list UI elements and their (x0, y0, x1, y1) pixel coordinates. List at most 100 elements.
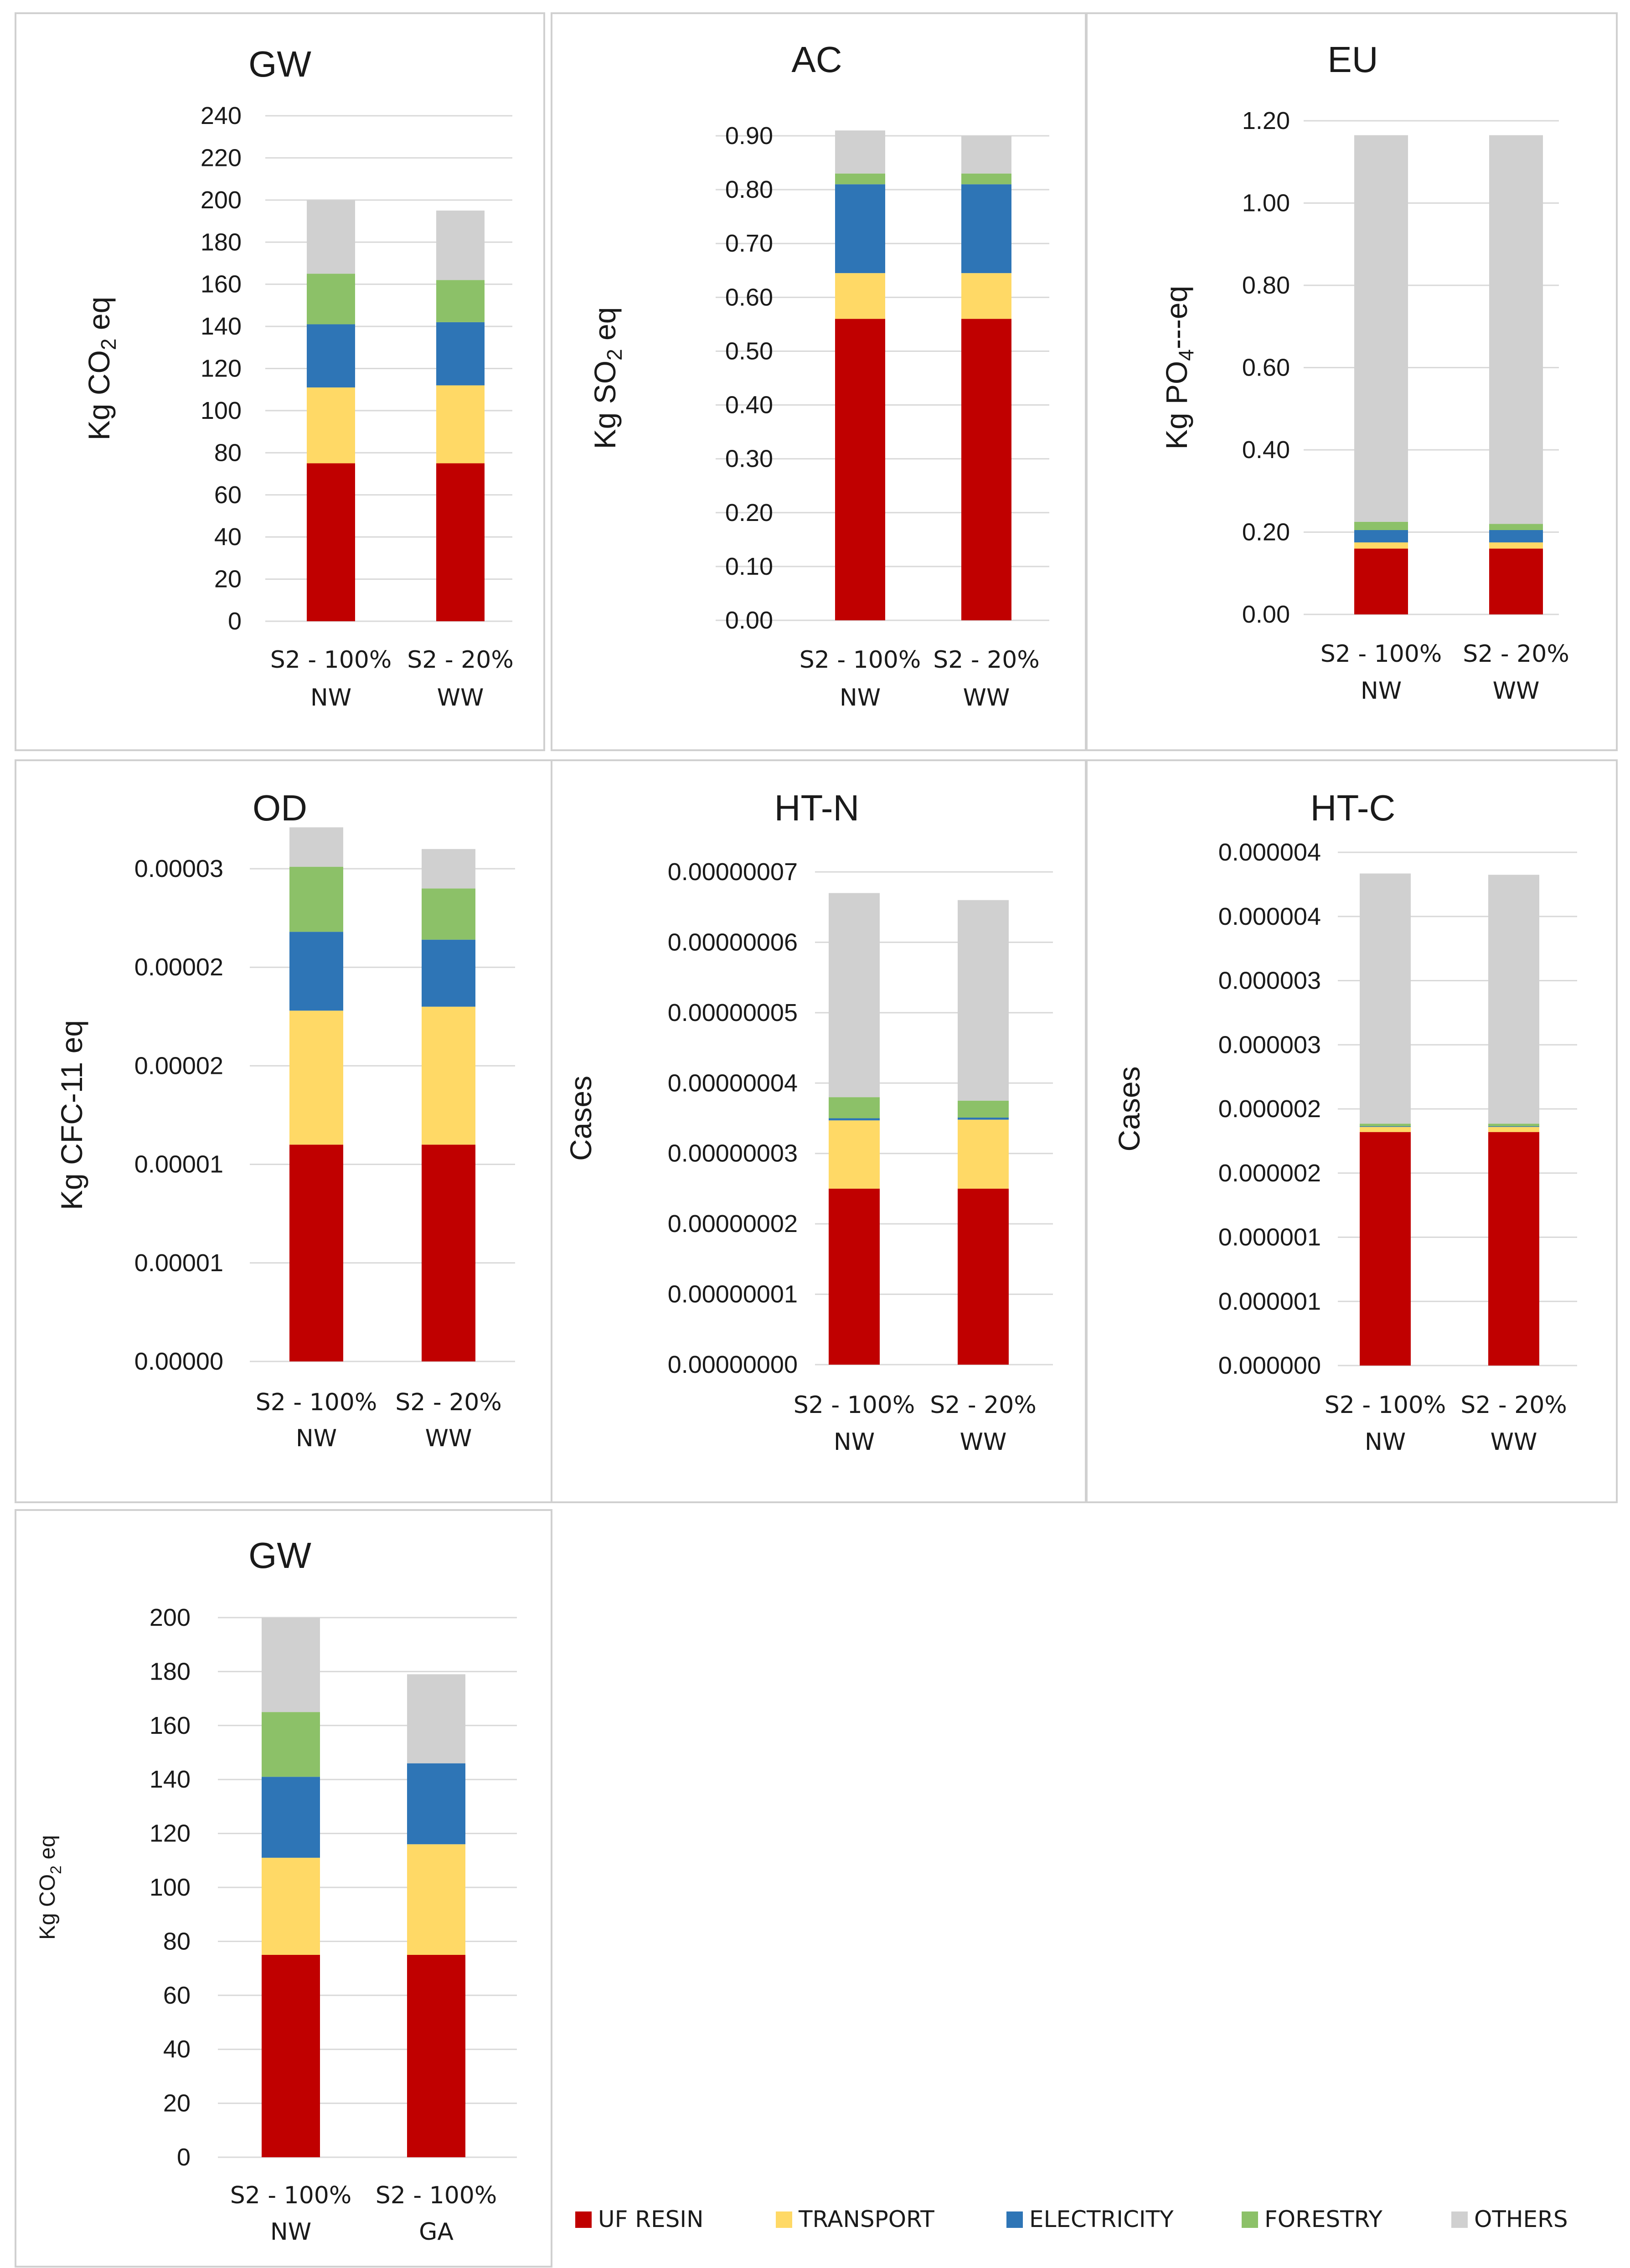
bar-segment-uf-resin (958, 1188, 1009, 1365)
x-tick-label: S2 - 20% (1463, 640, 1569, 668)
x-tick-label: S2 - 20% (1460, 1392, 1567, 1419)
y-tick-label: 0.000004 (1218, 903, 1321, 930)
bar-segment-uf-resin (835, 319, 885, 620)
y-tick-label: 160 (150, 1712, 191, 1739)
bar-segment-forestry (958, 1100, 1009, 1118)
y-tick-label: 0.000003 (1218, 967, 1321, 995)
bar-segment-electricity (289, 932, 343, 1011)
x-tick-label: S2 - 20% (395, 1389, 502, 1416)
bar-segment-electricity (835, 184, 885, 273)
y-tick-label: 0.00001 (134, 1151, 223, 1178)
y-tick-label: 0.30 (725, 445, 773, 473)
bar-segment-uf-resin (1360, 1132, 1411, 1366)
y-tick-label: 0.00000 (134, 1348, 223, 1375)
x-tick-label: NW (1365, 1428, 1406, 1456)
bar-segment-others (289, 827, 343, 867)
x-tick-label: S2 - 100% (256, 1389, 377, 1416)
y-tick-label: 0.00000007 (668, 858, 798, 886)
x-tick-label: NW (1361, 677, 1402, 705)
y-tick-label: 60 (163, 1982, 191, 2009)
y-tick-label: 0.20 (725, 499, 773, 526)
y-tick-label: 0.90 (725, 122, 773, 149)
bar-segment-uf-resin (1354, 548, 1408, 614)
y-tick-label: 80 (163, 1928, 191, 1955)
y-tick-label: 140 (201, 313, 242, 340)
bar-segment-others (1488, 875, 1539, 1124)
y-tick-label: 100 (150, 1874, 191, 1901)
x-tick-label: S2 - 100% (800, 646, 921, 674)
y-tick-label: 0.000001 (1218, 1288, 1321, 1315)
chart-7-gw: GW 0 20 40 60 80 100 120 140 160 180 200 Kg CO2 eq S2… (15, 1509, 552, 2268)
y-tick-label: 1.00 (1242, 190, 1290, 217)
bar-segment-forestry (422, 888, 475, 940)
bar-segment-electricity (1489, 530, 1543, 543)
y-axis-label: Cases (1112, 1066, 1146, 1151)
bar-segment-uf-resin (1489, 548, 1543, 614)
y-tick-label: 100 (201, 397, 242, 424)
y-tick-label: 180 (201, 228, 242, 256)
chart-title: AC (791, 39, 842, 80)
x-tick-label: S2 - 20% (930, 1392, 1037, 1419)
y-tick-label: 0.20 (1242, 519, 1290, 546)
x-tick-label: NW (296, 1425, 337, 1452)
y-tick-label: 0.00002 (134, 1052, 223, 1079)
y-tick-label: 140 (150, 1766, 191, 1793)
y-tick-label: 20 (163, 2090, 191, 2117)
legend-swatch (1451, 2211, 1468, 2228)
bar-segment-transport (407, 1844, 465, 1955)
y-tick-label: 20 (214, 566, 242, 593)
x-tick-label: S2 - 100% (794, 1392, 915, 1419)
bar-segment-electricity (307, 324, 355, 388)
y-tick-label: 240 (201, 102, 242, 129)
bar-segment-others (422, 849, 475, 889)
bar-segment-forestry (262, 1712, 320, 1777)
chart-1-gw: GW 0 20 40 60 80 100 120 140 160 180 200 220 240 Kg CO… (15, 12, 545, 751)
y-tick-label: 200 (201, 186, 242, 214)
bar-segment-transport (961, 273, 1011, 319)
y-tick-label: 0.60 (725, 284, 773, 311)
bar-segment-transport (958, 1119, 1009, 1189)
bar-segment-forestry (835, 173, 885, 185)
y-tick-label: 0.60 (1242, 354, 1290, 381)
chart-title: GW (248, 1535, 311, 1576)
bar-segment-uf-resin (407, 1955, 465, 2157)
legend-label: UF RESIN (598, 2206, 703, 2232)
y-tick-label: 0.40 (1242, 436, 1290, 464)
y-tick-label: 1.20 (1242, 107, 1290, 134)
y-tick-label: 40 (214, 523, 242, 551)
bar-segment-uf-resin (307, 463, 355, 621)
y-tick-label: 0.000002 (1218, 1095, 1321, 1123)
legend-label: OTHERS (1474, 2206, 1568, 2232)
bar-segment-transport (1489, 542, 1543, 549)
x-tick-label: NW (310, 684, 351, 711)
bar-segment-others (961, 136, 1011, 174)
y-tick-label: 0.00000003 (668, 1140, 798, 1167)
bar-segment-electricity (407, 1763, 465, 1845)
y-tick-label: 0.00 (1242, 601, 1290, 628)
bar-segment-electricity (262, 1777, 320, 1858)
bar-segment-electricity (829, 1118, 880, 1121)
y-axis-label: Kg SO2 eq (588, 307, 626, 449)
legend-label: TRANSPORT (798, 2206, 934, 2232)
chart-4-od: OD 0.00000 0.00001 0.00001 0.00002 0.00002 0.0… (15, 759, 552, 1503)
y-tick-label: 220 (201, 144, 242, 171)
x-tick-label: WW (1491, 1428, 1537, 1456)
bar-segment-transport (1354, 542, 1408, 549)
y-tick-label: 0.40 (725, 392, 773, 419)
bar-segment-transport (262, 1857, 320, 1955)
bar-segment-transport (1488, 1127, 1539, 1132)
x-tick-label: S2 - 100% (1325, 1392, 1446, 1419)
bar-segment-uf-resin (829, 1188, 880, 1365)
chart-5-ht-n: HT-N 0.00000000 0.00000001 0.00000002 0.0000… (551, 759, 1087, 1503)
bar-segment-electricity (436, 322, 485, 386)
y-tick-label: 0.00002 (134, 954, 223, 981)
x-tick-label: WW (963, 684, 1010, 711)
bar-segment-others (958, 900, 1009, 1101)
x-tick-label: NW (270, 2218, 311, 2246)
y-tick-label: 0.000003 (1218, 1031, 1321, 1058)
x-tick-label: GA (419, 2218, 454, 2246)
y-tick-label: 0.80 (1242, 272, 1290, 299)
bar-segment-transport (307, 387, 355, 464)
y-axis-label: Kg CO2 eq (82, 297, 120, 440)
bar-segment-others (829, 893, 880, 1098)
